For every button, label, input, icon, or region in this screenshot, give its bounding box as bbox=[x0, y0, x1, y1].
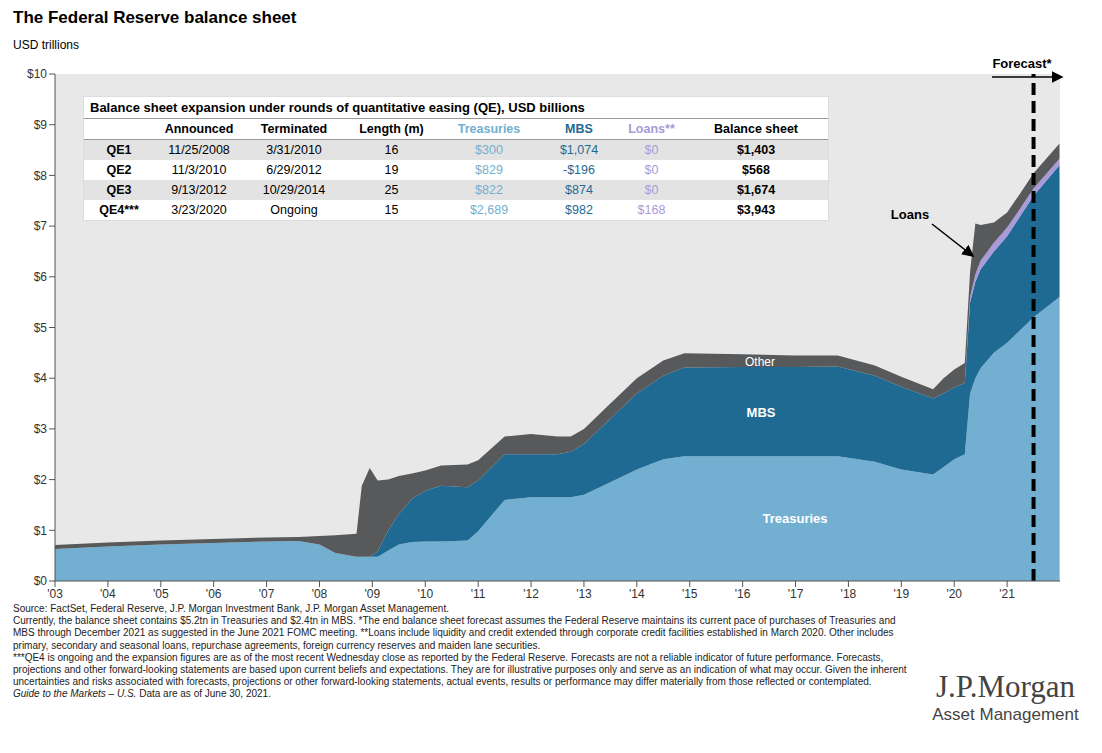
html-text:$568: $568 bbox=[742, 163, 770, 177]
html-text:The Federal Reserve balance sh: The Federal Reserve balance sheet bbox=[13, 8, 297, 27]
html-text:Source: FactSet, Federal Reser: Source: FactSet, Federal Reserve, J.P. M… bbox=[13, 603, 449, 614]
svg-text:$0: $0 bbox=[34, 574, 48, 588]
html-text:10/29/2014: 10/29/2014 bbox=[262, 183, 326, 197]
html-text:-$196: -$196 bbox=[563, 163, 595, 177]
html-text:11/25/2008: 11/25/2008 bbox=[168, 143, 230, 157]
html-text:QE1: QE1 bbox=[106, 143, 132, 157]
svg-text:'17: '17 bbox=[788, 587, 804, 601]
html-text:$1,674: $1,674 bbox=[736, 183, 776, 197]
html-text:***QE4 is ongoing and the expa: ***QE4 is ongoing and the expansion figu… bbox=[13, 651, 907, 688]
html-text:$3,943: $3,943 bbox=[736, 203, 776, 217]
svg-text:'10: '10 bbox=[417, 587, 433, 601]
svg-text:'12: '12 bbox=[523, 587, 539, 601]
svg-text:'19: '19 bbox=[893, 587, 909, 601]
svg-text:'21: '21 bbox=[999, 587, 1015, 601]
svg-text:'05: '05 bbox=[153, 587, 169, 601]
svg-text:$2: $2 bbox=[34, 473, 48, 487]
html-text:$0: $0 bbox=[644, 163, 659, 177]
html-text:USD trillions: USD trillions bbox=[13, 38, 79, 52]
html-text:25: 25 bbox=[384, 183, 399, 197]
html-text:Treasuries: Treasuries bbox=[762, 511, 828, 526]
svg-text:$6: $6 bbox=[34, 270, 48, 284]
svg-text:$10: $10 bbox=[27, 67, 47, 81]
svg-text:'13: '13 bbox=[576, 587, 592, 601]
html-text:Balance sheet expansion under: Balance sheet expansion under rounds of … bbox=[90, 100, 585, 115]
html-text:$1,074: $1,074 bbox=[559, 143, 599, 157]
svg-text:'04: '04 bbox=[100, 587, 116, 601]
svg-text:'09: '09 bbox=[365, 587, 381, 601]
html-text:QE3: QE3 bbox=[106, 183, 132, 197]
html-text:$168: $168 bbox=[637, 203, 666, 217]
svg-text:'11: '11 bbox=[471, 587, 486, 601]
html-text:MBS: MBS bbox=[746, 405, 776, 420]
html-text:3/23/2020: 3/23/2020 bbox=[171, 203, 227, 217]
svg-text:$1: $1 bbox=[34, 524, 48, 538]
svg-text:'08: '08 bbox=[312, 587, 328, 601]
html-text:9/13/2012: 9/13/2012 bbox=[171, 183, 227, 197]
html-text:$300: $300 bbox=[475, 143, 503, 157]
html-text:Treasuries: Treasuries bbox=[457, 122, 521, 136]
html-text:Ongoing: Ongoing bbox=[270, 203, 318, 217]
html-text:15: 15 bbox=[384, 203, 399, 217]
svg-text:$8: $8 bbox=[34, 169, 48, 183]
svg-text:'03: '03 bbox=[47, 587, 63, 601]
html-text:19: 19 bbox=[384, 163, 399, 177]
html-text:QE2: QE2 bbox=[106, 163, 132, 177]
html-text:$982: $982 bbox=[565, 203, 593, 217]
html-text:Announced: Announced bbox=[164, 122, 234, 136]
svg-text:'07: '07 bbox=[259, 587, 275, 601]
html-text:Loans: Loans bbox=[890, 207, 930, 222]
svg-text:'16: '16 bbox=[735, 587, 751, 601]
html-text:Other: Other bbox=[745, 355, 775, 369]
html-text:Currently, the balance sheet c: Currently, the balance sheet contains $5… bbox=[13, 615, 896, 651]
html-text:Length (m): Length (m) bbox=[359, 122, 424, 136]
html-text:MBS: MBS bbox=[565, 122, 593, 136]
html-text:3/31/2010: 3/31/2010 bbox=[266, 143, 322, 157]
html-text:QE4***: QE4*** bbox=[99, 203, 139, 217]
svg-text:'15: '15 bbox=[682, 587, 698, 601]
html-text:Terminated: Terminated bbox=[260, 122, 328, 136]
svg-text:$3: $3 bbox=[34, 422, 48, 436]
html-text:$1,403: $1,403 bbox=[736, 143, 776, 157]
html-text:6/29/2012: 6/29/2012 bbox=[266, 163, 322, 177]
html-text:$0: $0 bbox=[644, 183, 659, 197]
html-text:Asset Management: Asset Management bbox=[932, 705, 1079, 724]
svg-text:'18: '18 bbox=[841, 587, 857, 601]
html-text:11/3/2010: 11/3/2010 bbox=[171, 163, 227, 177]
svg-text:'06: '06 bbox=[206, 587, 222, 601]
svg-text:$9: $9 bbox=[34, 118, 48, 132]
svg-text:$5: $5 bbox=[34, 321, 48, 335]
html-text:$829: $829 bbox=[475, 163, 503, 177]
html-text:$822: $822 bbox=[475, 183, 503, 197]
svg-text:$4: $4 bbox=[34, 371, 48, 385]
html-text:$874: $874 bbox=[565, 183, 593, 197]
svg-text:'20: '20 bbox=[946, 587, 962, 601]
html-text:$2,689: $2,689 bbox=[469, 203, 509, 217]
html-text:Loans**: Loans** bbox=[628, 122, 675, 136]
svg-text:$7: $7 bbox=[34, 219, 48, 233]
html-text:$0: $0 bbox=[644, 143, 659, 157]
html-text:16: 16 bbox=[384, 143, 399, 157]
html-text:Balance sheet: Balance sheet bbox=[714, 122, 798, 136]
html-text:Guide to the Markets – U.S. Da: Guide to the Markets – U.S. Data are as … bbox=[13, 688, 271, 700]
svg-text:'14: '14 bbox=[629, 587, 645, 601]
html-text:J.P.Morgan: J.P.Morgan bbox=[936, 669, 1075, 704]
html-text:Forecast*: Forecast* bbox=[992, 56, 1052, 71]
